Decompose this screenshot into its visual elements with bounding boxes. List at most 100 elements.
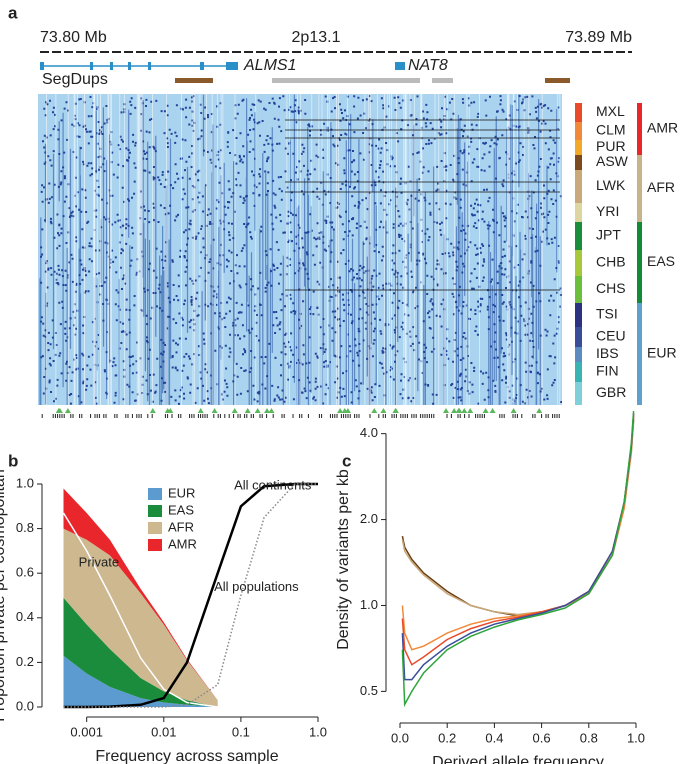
line <box>401 413 635 666</box>
population-label: YRI <box>596 203 619 219</box>
area <box>63 488 218 701</box>
y-tick-label: 0.0 <box>16 698 34 713</box>
segdup-track <box>175 78 570 83</box>
x-tick-label: 0.01 <box>151 724 176 739</box>
population-bar <box>575 122 582 140</box>
y-tick-label: 0.5 <box>360 683 378 698</box>
population-label: CHS <box>596 280 626 296</box>
x-tick-label: 0.4 <box>485 730 503 745</box>
x-tick-label: 0.001 <box>70 724 103 739</box>
legend-swatch <box>148 505 162 517</box>
variant-dots <box>40 95 562 405</box>
gap-lines <box>46 94 561 405</box>
population-label: JPT <box>596 227 621 243</box>
y-tick-label: 1.0 <box>16 475 34 490</box>
continent-label: AMR <box>647 120 678 136</box>
legend-swatch <box>148 488 162 500</box>
gene-label: ALMS1 <box>243 57 296 74</box>
legend-label: AMR <box>168 536 197 551</box>
band-label: 2p13.1 <box>292 29 341 46</box>
population-bar <box>575 155 582 170</box>
panel-letter: c <box>342 451 351 470</box>
position-label: 73.89 Mb <box>565 29 632 46</box>
curve <box>62 512 218 708</box>
x-tick-label: 0.2 <box>438 730 456 745</box>
population-label: TSI <box>596 306 618 322</box>
position-label: 73.80 Mb <box>40 29 107 46</box>
continent-bar <box>637 303 642 405</box>
panel-letter: b <box>8 451 18 470</box>
population-label: GBR <box>596 384 626 400</box>
panel-letter: a <box>8 3 18 22</box>
population-bar <box>575 382 582 405</box>
ancestral-markers <box>55 408 543 413</box>
population-bar <box>575 222 582 250</box>
x-tick-label: 1.0 <box>627 730 645 745</box>
x-tick-label: 0.1 <box>232 724 250 739</box>
continent-label: EAS <box>647 253 675 269</box>
area <box>63 655 218 707</box>
charts: b 0.0 0.2 0.4 0.6 0.8 1.0 0.001 0.01 0.1 1.0 Freque… <box>0 411 645 764</box>
population-bar <box>575 276 582 303</box>
x-tick-label: 0.6 <box>533 730 551 745</box>
population-label: LWK <box>596 177 626 193</box>
continent-bar <box>637 103 642 155</box>
y-tick-label: 0.6 <box>16 565 34 580</box>
legend-swatch <box>148 522 162 534</box>
population-bar <box>575 203 582 222</box>
legend-label: AFR <box>168 519 194 534</box>
gene-label: NAT8 <box>408 57 448 74</box>
curve <box>63 483 318 708</box>
population-bar <box>575 103 582 122</box>
x-tick-label: 0.0 <box>391 730 409 745</box>
population-bar <box>575 303 582 327</box>
y-tick-label: 1.0 <box>360 597 378 612</box>
population-bar <box>575 362 582 382</box>
continent-label: EUR <box>647 345 677 361</box>
x-axis-label: Frequency across sample <box>95 748 278 764</box>
continent-bar <box>637 155 642 222</box>
legend-label: EUR <box>168 485 195 500</box>
line <box>401 421 635 616</box>
population-label: CEU <box>596 328 626 344</box>
line <box>401 413 635 681</box>
population-bar <box>575 170 582 203</box>
line <box>401 411 635 708</box>
population-label: PUR <box>596 138 626 154</box>
continent-bar <box>637 222 642 303</box>
population-bar <box>575 140 582 155</box>
x-tick-label: 0.8 <box>580 730 598 745</box>
population-bar <box>575 250 582 276</box>
y-tick-label: 0.4 <box>16 609 34 624</box>
legend-swatch <box>148 539 162 551</box>
x-tick-label: 1.0 <box>309 724 327 739</box>
population-label: CLM <box>596 122 626 138</box>
segdups-label: SegDups <box>42 71 108 88</box>
curve-label: All populations <box>214 579 299 594</box>
y-tick-label: 0.2 <box>16 654 34 669</box>
y-axis-label: Proportion private per cosmopolitan <box>0 469 8 722</box>
y-tick-label: 0.8 <box>16 520 34 535</box>
site-bar <box>41 414 560 418</box>
area <box>63 528 218 707</box>
population-bar <box>575 327 582 347</box>
y-tick-label: 2.0 <box>360 511 378 526</box>
area <box>63 597 218 707</box>
population-label: ASW <box>596 153 629 169</box>
x-axis-label: Derived allele frequency <box>432 754 604 764</box>
population-label: FIN <box>596 363 619 379</box>
population-label: MXL <box>596 103 625 119</box>
legend-label: EAS <box>168 502 194 517</box>
population-label: CHB <box>596 254 626 270</box>
line <box>401 416 635 651</box>
haplotype-variants <box>39 94 562 418</box>
gene-track <box>40 62 405 70</box>
y-tick-label: 4.0 <box>360 425 378 440</box>
population-bar <box>575 347 582 362</box>
population-label: IBS <box>596 345 619 361</box>
continent-label: AFR <box>647 179 675 195</box>
curve-label: Private <box>79 554 119 569</box>
